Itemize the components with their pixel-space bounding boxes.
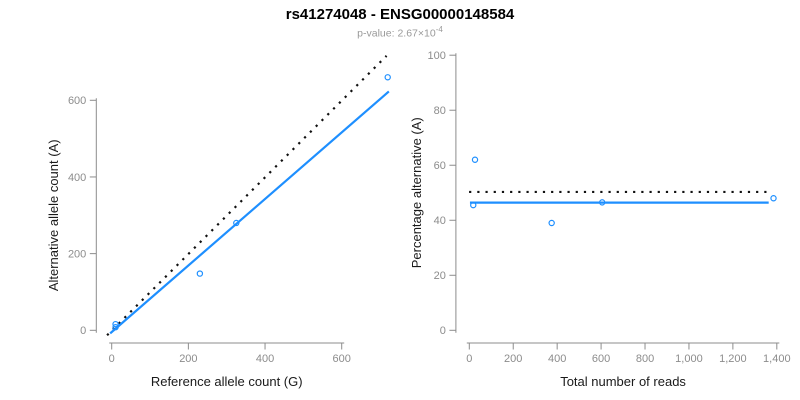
y-tick-label: 400 — [68, 172, 86, 184]
data-point — [548, 219, 555, 227]
data-point — [384, 74, 391, 81]
x-tick-label: 800 — [636, 353, 654, 365]
y-tick-label: 0 — [80, 325, 86, 337]
data-point — [470, 201, 477, 209]
data-point — [112, 320, 119, 328]
figure-title: rs41274048 - ENSG00000148584 — [285, 6, 515, 23]
x-tick-label: 200 — [504, 353, 522, 365]
data-point — [770, 195, 777, 202]
x-tick-label: 600 — [333, 353, 351, 365]
x-tick-label: 400 — [256, 353, 274, 365]
x-tick-label: 400 — [548, 353, 566, 365]
y-tick-label: 60 — [434, 160, 446, 172]
y-tick-label: 80 — [434, 105, 446, 117]
y-tick-label: 40 — [434, 215, 446, 227]
data-point — [196, 270, 204, 277]
x-tick-label: 1,400 — [763, 353, 791, 365]
fit-line — [109, 90, 390, 335]
x-axis-title: Reference allele count (G) — [151, 374, 303, 389]
data-point — [233, 219, 240, 227]
identity-line — [106, 55, 388, 337]
y-tick-label: 20 — [434, 270, 446, 282]
panel-ref-vs-alt: 0 200 400 600 0 200 400 600 Reference allele cou… — [46, 55, 391, 389]
pvalue-text: p-value: 2.67×10 — [357, 27, 436, 40]
y-axis-title: Percentage alternative (A) — [409, 117, 424, 268]
x-tick-label: 1,200 — [719, 353, 747, 365]
y-tick-label: 600 — [68, 95, 86, 107]
pvalue-exponent: -4 — [435, 25, 443, 34]
data-point — [112, 324, 119, 331]
x-tick-label: 600 — [592, 353, 610, 365]
x-axis-title: Total number of reads — [560, 374, 686, 389]
y-axis-title: Alternative allele count (A) — [46, 139, 61, 291]
data-point — [471, 156, 479, 163]
x-tick-label: 0 — [466, 353, 472, 365]
y-tick-label: 100 — [428, 50, 446, 62]
x-tick-label: 200 — [179, 353, 197, 365]
y-tick-label: 0 — [440, 325, 446, 337]
y-tick-label: 200 — [68, 248, 86, 260]
panel-pct-vs-total: 0 20 40 60 80 100 0 200 400 600 800 1,000 1,200 1,400… — [409, 50, 791, 389]
x-tick-label: 0 — [109, 353, 115, 365]
x-tick-label: 1,000 — [675, 353, 703, 365]
data-point — [598, 199, 606, 206]
figure-subtitle: p-value: 2.67×10-4 — [0, 25, 800, 40]
